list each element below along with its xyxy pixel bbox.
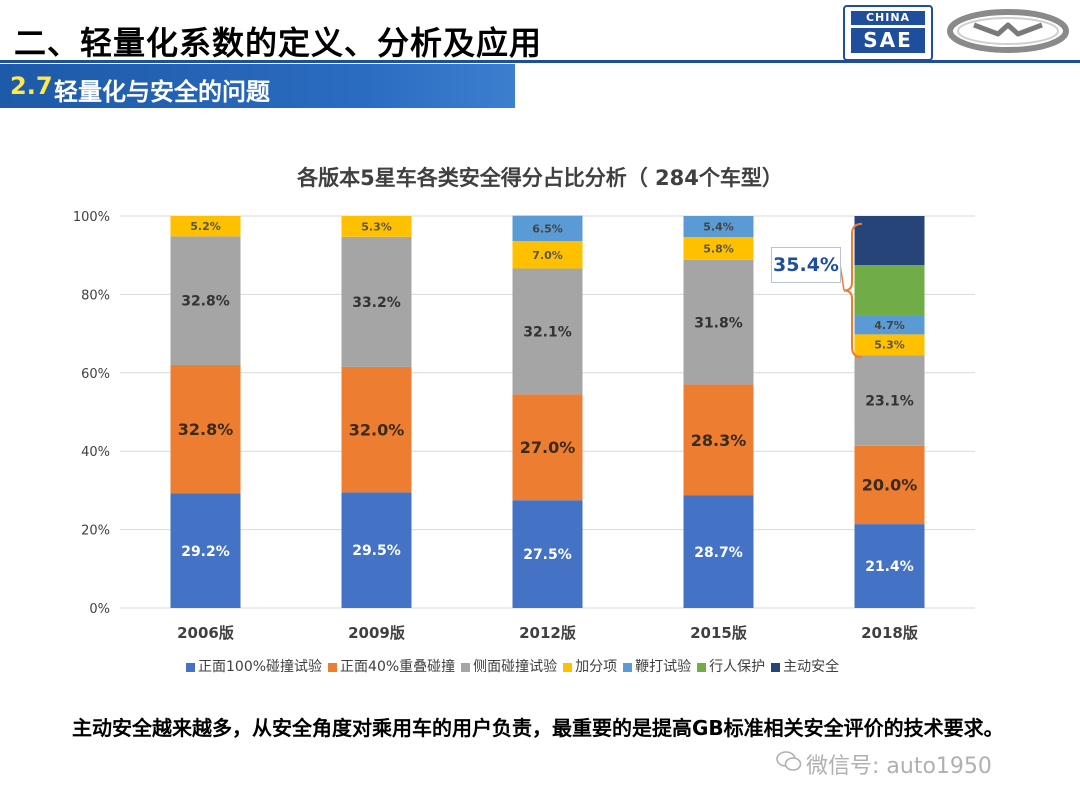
chart-title: 各版本5星车各类安全得分占比分析（ 284个车型） xyxy=(297,166,783,190)
section-number: 2.7 xyxy=(10,72,53,100)
bar-segment xyxy=(170,493,241,608)
china-sae-logo: CHINA SAE xyxy=(843,5,933,61)
data-label: 33.2% xyxy=(352,295,401,311)
bar-segment xyxy=(170,216,241,237)
data-label: 5.2% xyxy=(190,220,221,233)
data-label: 32.8% xyxy=(178,420,234,439)
legend-swatch xyxy=(461,662,471,672)
data-label: 28.7% xyxy=(694,545,743,561)
legend-label: 正面40%重叠碰撞 xyxy=(340,659,456,675)
legend-label: 加分项 xyxy=(575,659,618,675)
bar-segment xyxy=(170,364,241,494)
bar-segment xyxy=(854,315,925,335)
data-label: 23.1% xyxy=(865,393,914,409)
legend-label: 鞭打试验 xyxy=(635,659,692,675)
bar-segment xyxy=(683,495,754,608)
data-label: 4.7% xyxy=(874,319,905,332)
bar-segment xyxy=(512,241,583,269)
data-label: 31.8% xyxy=(694,315,743,331)
data-label: 21.4% xyxy=(865,559,914,575)
logo-bottom-text: SAE xyxy=(851,28,925,53)
data-label: 29.2% xyxy=(181,544,230,560)
legend-item: 加分项 xyxy=(563,656,617,676)
data-label: 5.3% xyxy=(874,339,905,352)
bar-segment xyxy=(512,394,583,501)
legend-swatch xyxy=(623,662,633,672)
bar-segment xyxy=(854,334,925,356)
data-label: 5.3% xyxy=(361,220,392,233)
bar-segment xyxy=(854,216,925,265)
section-title: 轻量化与安全的问题 xyxy=(54,78,270,106)
data-label: 27.0% xyxy=(520,438,576,457)
chart-legend: 正面100%碰撞试验 正面40%重叠碰撞 侧面碰撞试验 加分项 鞭打试验 行人保护 主动安全 xyxy=(186,656,845,676)
bar-segment xyxy=(683,237,754,260)
section-header: 2.7 轻量化与安全的问题 xyxy=(0,64,515,108)
bar-segment xyxy=(341,236,412,367)
data-label: 5.8% xyxy=(703,242,734,255)
x-tick-label: 2009版 xyxy=(348,624,405,642)
data-label: 28.3% xyxy=(691,431,747,450)
legend-item: 正面100%碰撞试验 xyxy=(186,656,322,676)
y-tick-label: 40% xyxy=(81,445,110,460)
legend-item: 鞭打试验 xyxy=(623,656,691,676)
bar-segment xyxy=(512,500,583,608)
bar-segment xyxy=(683,216,754,238)
logo-top-text: CHINA xyxy=(851,11,925,25)
bar-segment xyxy=(341,492,412,608)
data-label: 20.0% xyxy=(862,476,918,495)
legend-label: 主动安全 xyxy=(783,659,840,675)
data-label: 27.5% xyxy=(523,547,572,563)
callout-label: 35.4% xyxy=(771,247,841,283)
bar-segment xyxy=(854,265,925,316)
legend-swatch xyxy=(697,662,707,672)
y-tick-label: 60% xyxy=(81,367,110,382)
title-rule xyxy=(0,60,1080,63)
wechat-id: 微信号: auto1950 xyxy=(806,754,992,779)
bar-segment xyxy=(512,215,583,242)
y-tick-label: 80% xyxy=(81,288,110,303)
brand-logo-icon xyxy=(947,9,1069,53)
legend-swatch xyxy=(186,662,195,672)
legend-item: 侧面碰撞试验 xyxy=(461,656,557,676)
wechat-icon xyxy=(776,751,802,771)
legend-item: 正面40%重叠碰撞 xyxy=(328,656,455,676)
x-tick-label: 2006版 xyxy=(177,624,234,642)
data-label: 32.8% xyxy=(181,294,230,310)
bar-segment xyxy=(854,524,925,608)
data-label: 5.4% xyxy=(703,221,734,234)
legend-item: 主动安全 xyxy=(771,656,839,676)
bar-segment xyxy=(854,445,925,525)
y-tick-label: 20% xyxy=(81,524,110,539)
legend-label: 行人保护 xyxy=(709,659,766,675)
footnote-text: 主动安全越来越多，从安全角度对乘用车的用户负责，最重要的是提高GB标准相关安全评… xyxy=(72,716,1004,740)
x-tick-label: 2012版 xyxy=(519,624,576,642)
page-title: 二、轻量化系数的定义、分析及应用 xyxy=(14,24,543,62)
data-label: 6.5% xyxy=(532,222,563,235)
bar-segment xyxy=(683,259,754,385)
bar-segment xyxy=(683,384,754,496)
legend-item: 行人保护 xyxy=(697,656,765,676)
y-tick-label: 100% xyxy=(73,210,110,225)
x-tick-label: 2015版 xyxy=(690,624,747,642)
y-tick-label: 0% xyxy=(89,602,110,617)
legend-label: 侧面碰撞试验 xyxy=(473,659,558,675)
data-label: 29.5% xyxy=(352,543,401,559)
data-label: 32.1% xyxy=(523,324,572,340)
bar-segment xyxy=(341,366,412,493)
legend-swatch xyxy=(771,662,781,672)
bar-segment xyxy=(341,216,412,237)
legend-swatch xyxy=(563,662,573,672)
data-label: 7.0% xyxy=(532,249,563,262)
x-tick-label: 2018版 xyxy=(861,624,918,642)
legend-label: 正面100%碰撞试验 xyxy=(198,659,323,675)
bar-segment xyxy=(170,236,241,365)
bar-segment xyxy=(512,268,583,395)
data-label: 32.0% xyxy=(349,420,405,439)
bar-segment xyxy=(854,355,925,446)
legend-swatch xyxy=(328,662,338,672)
